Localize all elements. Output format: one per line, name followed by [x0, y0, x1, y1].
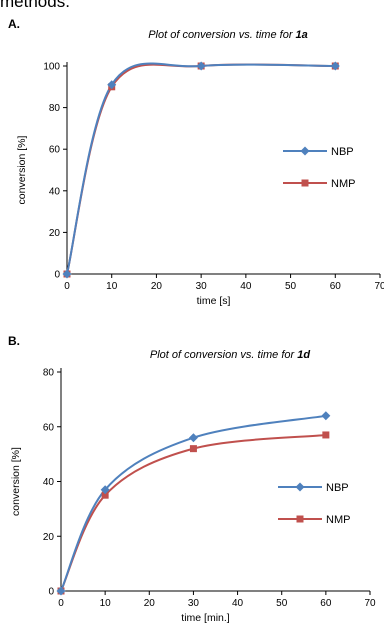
chart-title-prefix: Plot of conversion vs. time for — [150, 349, 297, 361]
data-point-nbp — [196, 61, 206, 71]
data-point-nmp — [189, 445, 197, 453]
y-tick-label: 60 — [49, 145, 61, 156]
chart-title-compound: 1d — [297, 349, 310, 361]
x-tick-label: 10 — [100, 598, 112, 609]
legend-label-nbp: NBP — [331, 146, 354, 158]
y-tick-label: 80 — [49, 103, 61, 114]
series-line-nbp — [66, 62, 336, 275]
x-axis-label: time [s] — [197, 295, 231, 307]
x-tick-label: 0 — [58, 598, 64, 609]
legend-label-nmp: NMP — [331, 178, 355, 190]
y-tick-label: 0 — [48, 587, 54, 598]
chart-title: Plot of conversion vs. time for 1d — [150, 349, 310, 361]
x-tick-label: 20 — [151, 281, 163, 292]
y-axis-label: conversion [%] — [16, 135, 28, 204]
x-tick-label: 20 — [144, 598, 156, 609]
x-tick-label: 60 — [330, 281, 342, 292]
data-point-nbp — [107, 80, 117, 90]
chart-title: Plot of conversion vs. time for 1a — [148, 29, 308, 41]
y-axis-label: conversion [%] — [10, 447, 22, 516]
data-point-nbp — [100, 485, 110, 495]
chart-b: Plot of conversion vs. time for 1d 0 20 40 6… — [10, 349, 376, 624]
x-tick-label: 50 — [276, 598, 288, 609]
legend-marker-nmp — [296, 515, 304, 523]
y-tick-label: 80 — [43, 368, 55, 379]
panel-label-a: A. — [8, 17, 20, 31]
x-tick-label: 30 — [196, 281, 208, 292]
chart-a: Plot of conversion vs. time for 1a 0 20 40 6… — [16, 29, 384, 307]
data-point-nbp — [56, 586, 66, 596]
y-tick-label: 20 — [43, 532, 55, 543]
x-tick-label: 30 — [188, 598, 200, 609]
x-tick-label: 0 — [64, 281, 70, 292]
panel-label-b: B. — [8, 334, 20, 348]
x-tick-label: 40 — [232, 598, 244, 609]
legend-marker-nbp — [300, 146, 310, 156]
y-tick-label: 100 — [43, 62, 60, 73]
series-line-nmp — [66, 63, 336, 275]
series-line-nmp — [60, 433, 326, 592]
data-point-nmp — [322, 431, 330, 439]
x-tick-label: 60 — [320, 598, 332, 609]
y-tick-label: 60 — [43, 422, 55, 433]
legend-marker-nbp — [295, 482, 305, 492]
y-tick-label: 40 — [43, 477, 55, 488]
legend-label-nmp: NMP — [326, 514, 350, 526]
y-tick-label: 40 — [49, 186, 61, 197]
y-tick-label: 0 — [54, 270, 60, 281]
y-tick-label: 20 — [49, 228, 61, 239]
data-point-nbp — [330, 61, 340, 71]
legend-marker-nmp — [301, 179, 309, 187]
x-tick-label: 10 — [106, 281, 118, 292]
series-line-nbp — [60, 414, 327, 592]
chart-title-prefix: Plot of conversion vs. time for — [148, 29, 295, 41]
x-tick-label: 70 — [374, 281, 384, 292]
data-point-nmp — [101, 491, 109, 499]
x-tick-label: 70 — [364, 598, 376, 609]
x-tick-label: 50 — [285, 281, 297, 292]
clipped-caption-text: methods. — [0, 0, 70, 11]
x-tick-label: 40 — [240, 281, 252, 292]
data-point-nbp — [62, 269, 72, 279]
legend-label-nbp: NBP — [326, 482, 349, 494]
chart-title-compound: 1a — [296, 29, 308, 41]
x-axis-label: time [min.] — [181, 612, 230, 624]
data-point-nbp — [321, 411, 331, 421]
data-point-nbp — [188, 433, 198, 443]
